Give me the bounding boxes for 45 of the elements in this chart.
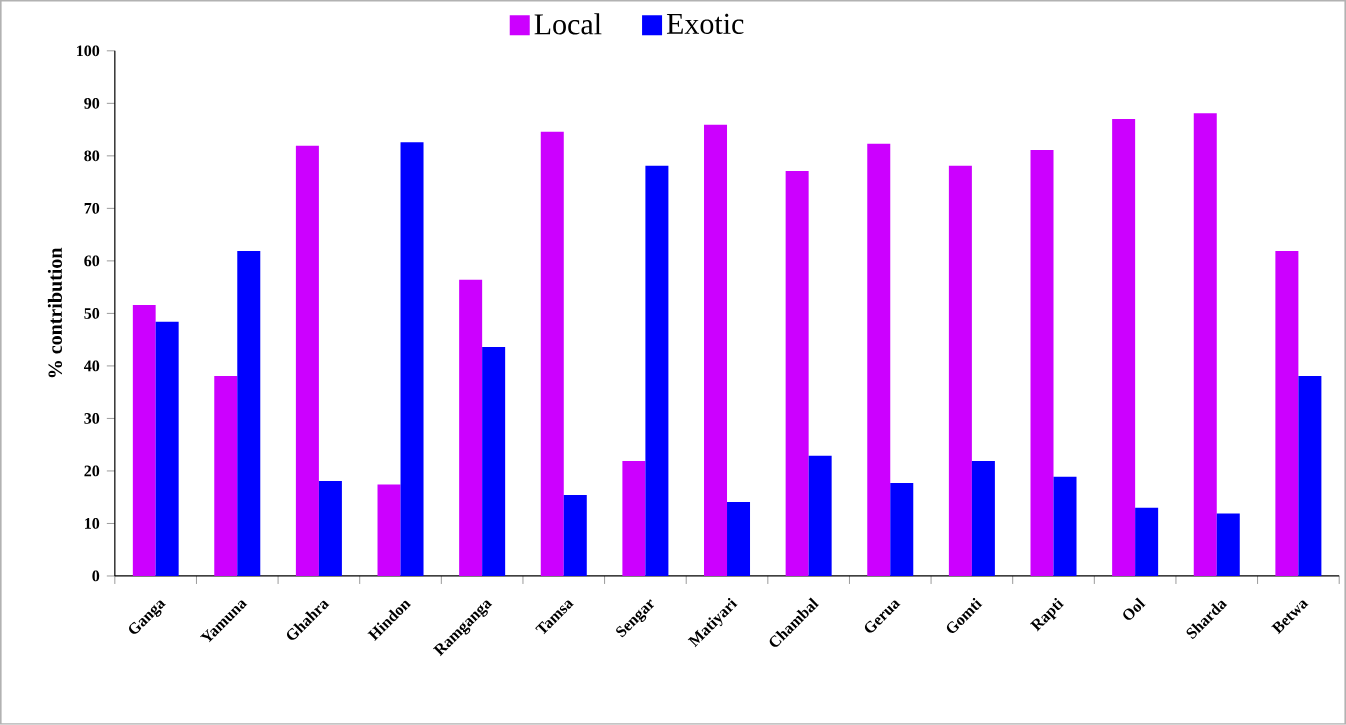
x-tick-label: Ool [1123, 597, 1146, 620]
y-tick-label: 30 [84, 413, 100, 424]
y-tick-label: 80 [84, 150, 100, 162]
legend-label: Exotic [666, 13, 744, 35]
bar [622, 461, 646, 577]
bar [400, 142, 424, 577]
y-tick-label: 10 [85, 518, 100, 529]
y-tick-label: 100 [77, 45, 100, 57]
bar [645, 165, 669, 577]
y-tick-label: 50 [84, 308, 100, 319]
bar [1193, 113, 1217, 577]
bar [482, 347, 506, 577]
bar [1112, 119, 1136, 577]
bar [808, 455, 832, 577]
bar [1275, 250, 1299, 577]
bar [377, 484, 401, 577]
y-axis-title: % contribution [47, 247, 63, 378]
bar [971, 461, 995, 577]
bar [1135, 507, 1159, 577]
bar [459, 279, 483, 577]
bar [132, 305, 156, 577]
bar [1030, 150, 1054, 577]
bar [237, 250, 261, 577]
bar [214, 375, 238, 577]
y-tick-label: 0 [92, 570, 100, 582]
bar [1298, 375, 1322, 577]
bar [785, 171, 809, 577]
bar [948, 165, 972, 577]
y-tick-label: 60 [84, 255, 100, 267]
bar [867, 143, 891, 577]
y-tick-label: 90 [84, 98, 100, 109]
bar [540, 131, 564, 577]
bar [704, 124, 728, 577]
bar [890, 483, 914, 577]
y-tick-label: 20 [84, 465, 100, 477]
y-tick-label: 70 [84, 203, 100, 214]
bar [155, 321, 179, 577]
bar [563, 495, 587, 577]
y-tick-label: 40 [83, 360, 100, 372]
bar [1053, 476, 1077, 577]
bar [318, 481, 342, 577]
bar [727, 502, 751, 577]
bar [1216, 513, 1240, 577]
bar [295, 145, 319, 577]
legend-label: Local [534, 13, 602, 35]
